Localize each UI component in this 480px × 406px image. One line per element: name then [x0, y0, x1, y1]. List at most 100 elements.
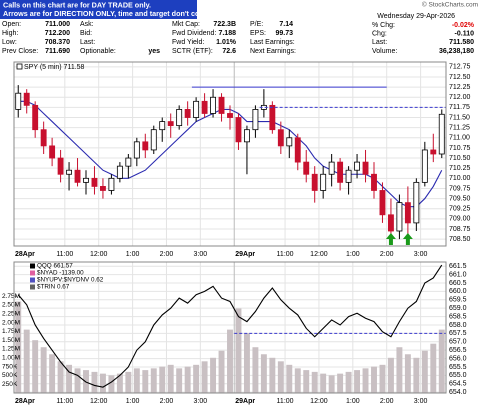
quote-label: Open:	[2, 21, 21, 28]
candle-body	[371, 173, 377, 191]
volume-bar	[99, 373, 106, 393]
volume-bar	[74, 368, 81, 393]
y-tick-label: 709.25	[449, 206, 471, 213]
quote-label: Mkt Cap:	[172, 21, 200, 28]
volume-bar	[57, 361, 64, 393]
y2-tick-label: 660.5	[449, 280, 467, 287]
quote-value: 1.01%	[216, 39, 237, 46]
volume-bar	[15, 301, 22, 393]
x-tick-label: 3:00	[414, 398, 428, 405]
y-tick-label: 2.00M	[2, 319, 20, 326]
candle-body	[218, 96, 225, 114]
quote-label: EPS:	[250, 30, 266, 37]
quote-label: Ask:	[80, 21, 94, 28]
volume-bar	[387, 357, 394, 393]
legend-label: $NYUPV:$NYDNV 0.62	[37, 277, 104, 284]
candle-body	[91, 177, 98, 187]
x-tick-label: 1:00	[126, 251, 140, 258]
volume-bar	[66, 364, 73, 393]
y2-tick-label: 659.0	[449, 305, 467, 312]
y-tick-label: 1.00M	[2, 355, 20, 362]
legend-label: $TRIN 0.67	[37, 284, 70, 291]
candle-body	[277, 129, 284, 147]
panel-frame	[13, 261, 447, 394]
candle-body	[210, 96, 217, 114]
y-tick-label: 712.00	[449, 94, 471, 101]
volume-bar	[176, 368, 183, 393]
y2-tick-label: 657.5	[449, 330, 467, 337]
quote-value: 7.188	[218, 30, 236, 37]
x-tick-label: 28Apr	[15, 251, 35, 258]
y-tick-label: 711.50	[449, 114, 470, 121]
volume-bar	[438, 329, 445, 393]
quote-value: 99.73	[275, 30, 293, 37]
x-tick-label: 2:00	[160, 251, 174, 258]
candle-body	[354, 161, 360, 171]
candle-body	[15, 92, 22, 110]
quote-label: High:	[2, 30, 18, 37]
y-tick-label: 2.50M	[2, 302, 20, 309]
y-tick-label: 711.25	[449, 125, 470, 132]
panel-frame	[13, 61, 447, 247]
candle-body	[40, 129, 47, 147]
volume-bar	[243, 333, 250, 393]
candle-body	[311, 173, 318, 191]
volume-bar	[277, 361, 284, 393]
y-tick-label: 709.75	[449, 185, 471, 192]
x-tick-label: 11:00	[277, 251, 294, 258]
x-tick-label: 12:00	[310, 251, 328, 258]
volume-bar	[218, 350, 225, 393]
candle-body	[379, 190, 386, 216]
candle-body	[49, 145, 56, 159]
candle-body	[227, 113, 233, 118]
legend-swatch	[16, 63, 23, 70]
candle-body	[74, 169, 81, 183]
candle-body	[345, 169, 352, 183]
candle-body	[159, 121, 166, 131]
volume-bar	[260, 354, 267, 393]
y-tick-label: 750K	[2, 363, 18, 370]
candle-body	[286, 137, 293, 147]
y-tick-label: 1.50M	[2, 337, 20, 344]
y2-tick-label: 655.0	[449, 372, 467, 379]
quote-value: 711.000	[45, 21, 70, 28]
x-tick-label: 3:00	[414, 251, 428, 258]
candle-body	[413, 181, 420, 224]
volume-bar	[286, 364, 293, 393]
y2-tick-label: 656.0	[449, 355, 467, 362]
volume-bar	[345, 371, 352, 393]
candle-body	[404, 202, 411, 224]
y-tick-label: 500K	[2, 372, 18, 379]
candle-body	[387, 214, 394, 232]
y-tick-label: 711.00	[449, 135, 470, 142]
quote-value: 708.370	[45, 39, 70, 46]
volume-bar	[413, 357, 420, 393]
notice-line: Arrows are for DIRECTION ONLY, time and …	[3, 9, 213, 18]
volume-bar	[49, 354, 56, 393]
quote-label: Optionable:	[80, 48, 116, 55]
volume-bar	[235, 308, 242, 393]
y-tick-label: 712.75	[449, 64, 471, 71]
summary-value: 711.580	[449, 39, 474, 46]
y2-tick-label: 654.0	[449, 389, 467, 396]
date: Wednesday 29-Apr-2026	[377, 13, 455, 20]
y-tick-label: 2.75M	[2, 293, 20, 300]
y-tick-label: 711.75	[449, 104, 470, 111]
quote-label: Last Earnings:	[250, 39, 295, 46]
candle-body	[184, 109, 191, 118]
volume-bar	[167, 364, 174, 393]
volume-bar	[108, 375, 115, 393]
candle-body	[116, 165, 123, 179]
y-tick-label: 710.25	[449, 165, 471, 172]
volume-bar	[320, 373, 327, 393]
volume-bar	[294, 368, 301, 393]
volume-bar	[430, 343, 437, 393]
quote-label: P/E:	[250, 21, 263, 28]
volume-bar	[328, 375, 335, 393]
y2-tick-label: 658.5	[449, 313, 467, 320]
notice-box	[0, 0, 197, 19]
y2-tick-label: 661.5	[449, 263, 467, 270]
volume-bar	[421, 350, 428, 393]
y-tick-label: 709.50	[449, 195, 471, 202]
volume-bar	[32, 340, 39, 393]
